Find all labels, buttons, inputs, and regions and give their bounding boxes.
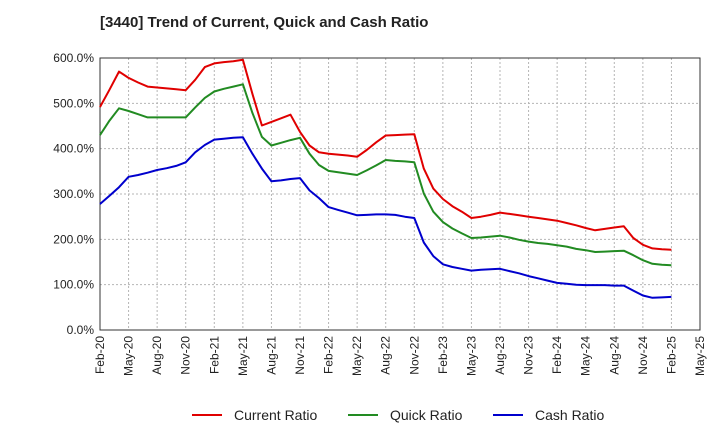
series-line-quick-ratio — [99, 83, 672, 267]
x-tick-label: Nov-21 — [293, 336, 307, 375]
plot-frame — [99, 57, 701, 331]
x-tick-label: Feb-24 — [550, 336, 564, 374]
chart-title: [3440] Trend of Current, Quick and Cash … — [100, 14, 429, 31]
x-tick-label: Feb-20 — [93, 336, 107, 374]
x-tick-label: May-25 — [693, 336, 707, 376]
y-tick-label: 600.0% — [53, 51, 94, 65]
x-tick-label: Feb-25 — [664, 336, 678, 374]
y-tick-label: 500.0% — [53, 96, 94, 110]
x-tick-label: Aug-20 — [150, 336, 164, 375]
x-tick-label: May-20 — [122, 336, 136, 376]
x-tick-label: Feb-21 — [207, 336, 221, 374]
x-tick-label: Nov-23 — [522, 336, 536, 375]
y-tick-label: 200.0% — [53, 232, 94, 246]
x-tick-label: Feb-23 — [436, 336, 450, 374]
x-tick-label: May-21 — [236, 336, 250, 376]
series-line-cash-ratio — [99, 136, 672, 299]
x-tick-label: Aug-22 — [379, 336, 393, 375]
x-tick-label: Feb-22 — [322, 336, 336, 374]
x-tick-label: May-24 — [579, 336, 593, 376]
x-tick-label: Nov-22 — [407, 336, 421, 375]
y-tick-label: 100.0% — [53, 278, 94, 292]
y-tick-label: 400.0% — [53, 142, 94, 156]
x-tick-label: Aug-24 — [607, 336, 621, 375]
legend-label-cash-ratio: Cash Ratio — [535, 407, 604, 423]
legend-label-quick-ratio: Quick Ratio — [390, 407, 463, 423]
x-tick-label: Aug-23 — [493, 336, 507, 375]
x-tick-label: May-23 — [464, 336, 478, 376]
x-tick-label: Nov-20 — [179, 336, 193, 375]
series-line-current-ratio — [99, 58, 672, 251]
x-tick-label: May-22 — [350, 336, 364, 376]
x-tick-label: Aug-21 — [264, 336, 278, 375]
y-tick-label: 300.0% — [53, 187, 94, 201]
y-tick-label: 0.0% — [67, 323, 95, 337]
legend-label-current-ratio: Current Ratio — [234, 407, 317, 423]
x-tick-label: Nov-24 — [636, 336, 650, 375]
